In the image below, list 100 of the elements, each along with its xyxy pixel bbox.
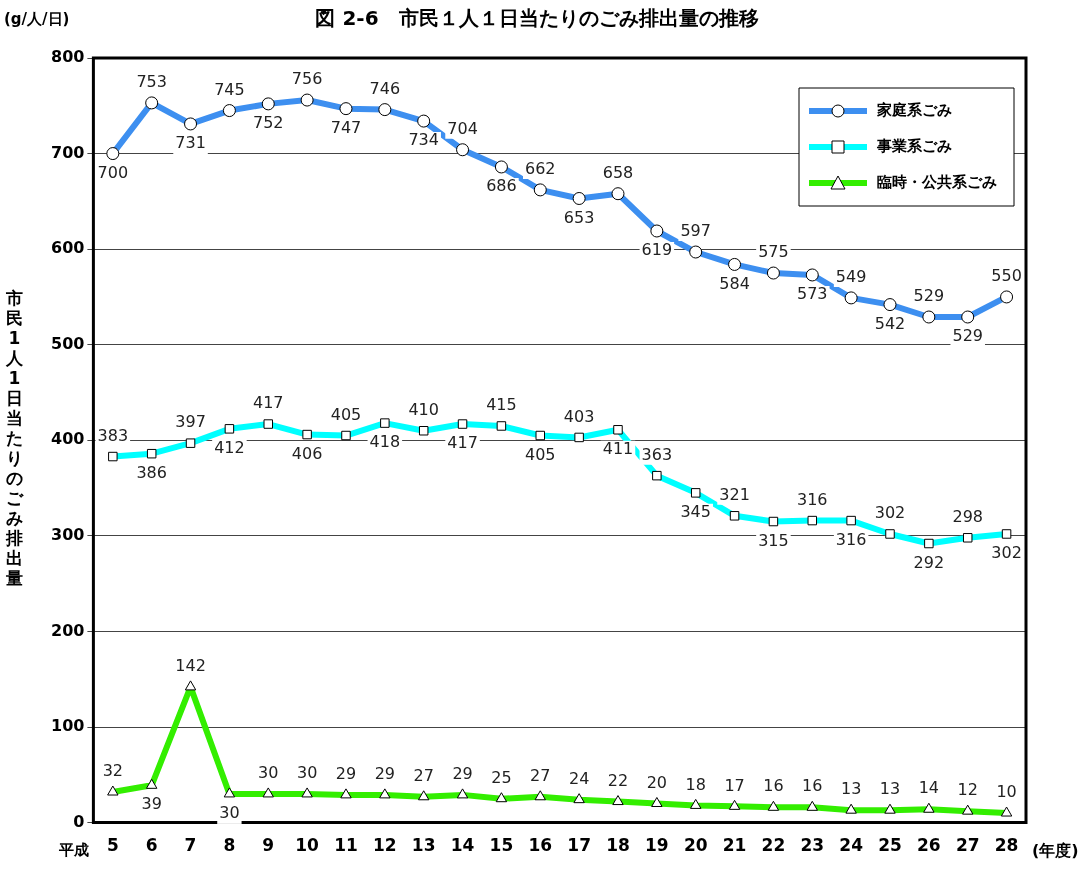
data-label: 584	[719, 273, 750, 293]
data-label: 410	[408, 399, 439, 419]
data-label: 25	[491, 767, 512, 787]
data-label: 363	[641, 444, 673, 464]
data-label: 292	[913, 552, 945, 572]
data-label: 406	[291, 443, 323, 463]
x-tick-label: 6	[145, 835, 158, 856]
data-label: 549	[835, 267, 867, 287]
data-label: 29	[452, 764, 473, 784]
x-tick-label: 15	[489, 835, 514, 856]
data-label: 753	[136, 72, 167, 92]
x-tick-label: 18	[606, 835, 630, 856]
x-tick-label: 23	[800, 835, 825, 856]
data-label: 417	[252, 393, 284, 413]
data-label: 418	[369, 432, 401, 452]
data-label: 18	[685, 774, 706, 794]
data-label: 30	[296, 763, 318, 783]
data-label: 619	[641, 240, 673, 260]
data-label: 39	[141, 794, 162, 814]
chart-title: 図 2-6 市民１人１日当たりのごみ排出量の推移	[315, 6, 759, 31]
y-tick-label: 300	[50, 525, 85, 545]
data-label: 575	[758, 242, 789, 262]
data-label: 16	[802, 776, 823, 796]
data-label: 411	[602, 438, 634, 458]
x-axis-title: (年度)	[1032, 840, 1079, 860]
x-tick-label: 20	[683, 835, 708, 856]
data-label: 316	[835, 529, 867, 549]
data-label: 529	[913, 286, 945, 306]
x-tick-label: 25	[878, 835, 902, 856]
y-tick-label: 100	[50, 716, 85, 736]
data-label: 542	[874, 313, 906, 333]
data-label: 529	[952, 326, 983, 346]
x-tick-label: 28	[994, 835, 1019, 856]
x-tick-label: 10	[295, 835, 320, 856]
data-label: 397	[175, 412, 206, 432]
y-tick-label: 0	[73, 811, 85, 831]
data-label: 298	[952, 506, 983, 526]
data-label: 700	[97, 162, 129, 182]
y-tick-label: 500	[50, 333, 85, 353]
x-tick-label: 14	[450, 835, 475, 856]
data-label: 415	[486, 395, 517, 415]
data-label: 20	[646, 772, 668, 792]
data-label: 686	[486, 176, 517, 196]
data-label: 24	[568, 768, 590, 788]
data-label: 27	[530, 765, 551, 785]
data-label: 756	[291, 69, 323, 89]
data-label: 27	[413, 765, 434, 785]
data-label: 321	[719, 484, 750, 504]
data-label: 13	[879, 779, 901, 799]
legend-label: 臨時・公共系ごみ	[877, 172, 997, 191]
x-tick-label: 26	[917, 835, 941, 856]
data-label: 142	[175, 656, 206, 676]
data-label: 597	[680, 221, 711, 241]
x-tick-label: 13	[411, 835, 436, 856]
data-label: 731	[175, 133, 206, 153]
y-tick-label: 700	[50, 142, 85, 162]
data-label: 734	[408, 130, 439, 150]
x-tick-label: 17	[567, 835, 591, 856]
data-label: 704	[447, 118, 478, 138]
x-tick-label: 9	[262, 835, 275, 856]
data-label: 745	[214, 79, 245, 99]
y-tick-label: 200	[50, 620, 85, 640]
data-label: 29	[335, 764, 357, 784]
data-label: 315	[758, 530, 789, 550]
x-tick-label: 11	[334, 835, 358, 856]
y-tick-label: 400	[50, 429, 85, 449]
text: (g/人/日)	[4, 9, 70, 28]
data-label: 345	[680, 502, 711, 522]
data-label: 22	[607, 770, 629, 790]
text: 平成	[58, 841, 90, 860]
data-label: 403	[563, 406, 595, 426]
data-label: 658	[602, 162, 634, 182]
x-tick-label: 24	[839, 835, 864, 856]
x-tick-label: 19	[645, 835, 669, 856]
text: 市民1人1日当たりのごみ排出量	[6, 287, 23, 588]
data-label: 316	[797, 489, 828, 509]
y-tick-label: 600	[50, 238, 85, 258]
data-label: 653	[563, 207, 595, 227]
data-label: 17	[724, 775, 745, 795]
data-label: 386	[136, 462, 167, 482]
x-tick-label: 5	[106, 835, 119, 856]
data-label: 412	[214, 437, 245, 457]
data-label: 32	[102, 761, 124, 781]
legend-label: 事業系ごみ	[876, 136, 952, 155]
data-label: 14	[918, 778, 940, 798]
data-label: 30	[258, 763, 279, 783]
data-label: 752	[252, 113, 284, 133]
x-tick-label: 22	[761, 835, 786, 856]
data-label: 383	[97, 425, 129, 445]
data-label: 550	[991, 266, 1022, 286]
x-tick-label: 16	[528, 835, 553, 856]
data-label: 302	[991, 543, 1022, 563]
y-tick-label: 800	[50, 47, 85, 67]
data-label: 662	[525, 159, 556, 179]
x-tick-label: 12	[373, 835, 397, 856]
data-label: 747	[330, 117, 362, 137]
data-label: 16	[763, 776, 784, 796]
data-label: 13	[840, 779, 862, 799]
data-label: 302	[874, 503, 906, 523]
x-tick-label: 27	[955, 835, 980, 856]
